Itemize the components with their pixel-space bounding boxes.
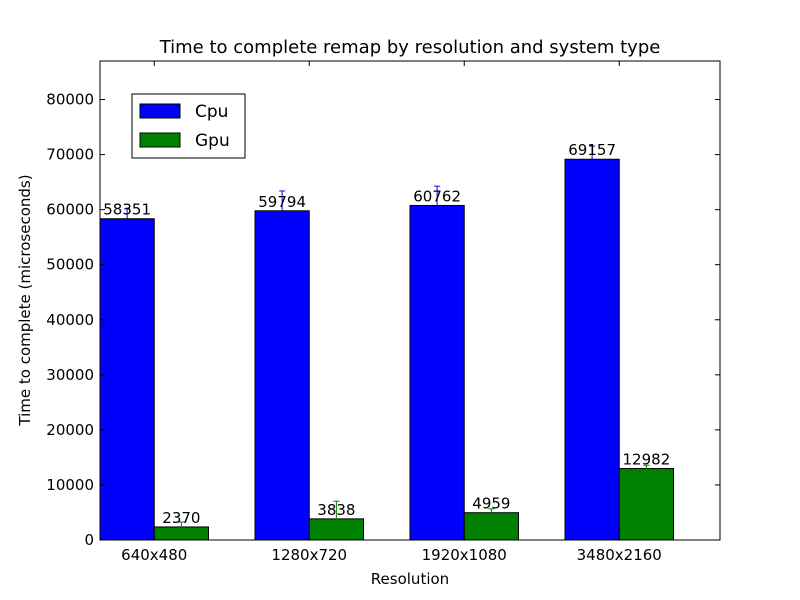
plot-area: 58351 59794 60762 69157 2370 3838 4959 12982 0 10… — [46, 60, 721, 564]
data-label-gpu-0: 2370 — [162, 509, 200, 527]
legend-swatch-gpu — [139, 132, 181, 148]
data-label-cpu-0: 58351 — [103, 201, 151, 219]
chart-title: Time to complete remap by resolution and… — [159, 37, 661, 58]
bar-cpu-0 — [99, 218, 155, 541]
y-axis-label: Time to complete (microseconds) — [16, 174, 34, 426]
data-label-gpu-2: 4959 — [472, 495, 510, 513]
data-label-cpu-2: 60762 — [413, 187, 461, 205]
y-tick-label: 80000 — [46, 91, 94, 109]
plot-frame — [99, 60, 721, 541]
data-label-cpu-1: 59794 — [258, 193, 306, 211]
x-tick-label: 1280x720 — [271, 546, 347, 564]
data-label-gpu-3: 12982 — [623, 451, 671, 469]
x-tick-label: 1920x1080 — [422, 546, 507, 564]
x-axis-label: Resolution — [371, 570, 449, 588]
x-tick-label: 640x480 — [121, 546, 187, 564]
bar-cpu-2 — [409, 204, 465, 541]
x-tick-label: 3480x2160 — [577, 546, 662, 564]
y-tick-label: 30000 — [46, 366, 94, 384]
y-tick-label: 40000 — [46, 311, 94, 329]
bar-cpu-3 — [564, 158, 620, 541]
bar-gpu-2 — [463, 512, 519, 541]
y-tick-label: 70000 — [46, 146, 94, 164]
legend-label-gpu: Gpu — [195, 131, 230, 151]
data-label-gpu-1: 3838 — [317, 501, 355, 519]
bar-gpu-3 — [618, 468, 674, 541]
legend-label-cpu: Cpu — [195, 102, 228, 122]
y-tick-label: 20000 — [46, 421, 94, 439]
data-label-cpu-3: 69157 — [568, 141, 616, 159]
y-tick-label: 0 — [84, 531, 94, 549]
legend-swatch-cpu — [139, 103, 181, 119]
y-tick-label: 50000 — [46, 256, 94, 274]
y-tick-label: 10000 — [46, 476, 94, 494]
y-tick-label: 60000 — [46, 201, 94, 219]
bar-cpu-1 — [254, 210, 310, 541]
